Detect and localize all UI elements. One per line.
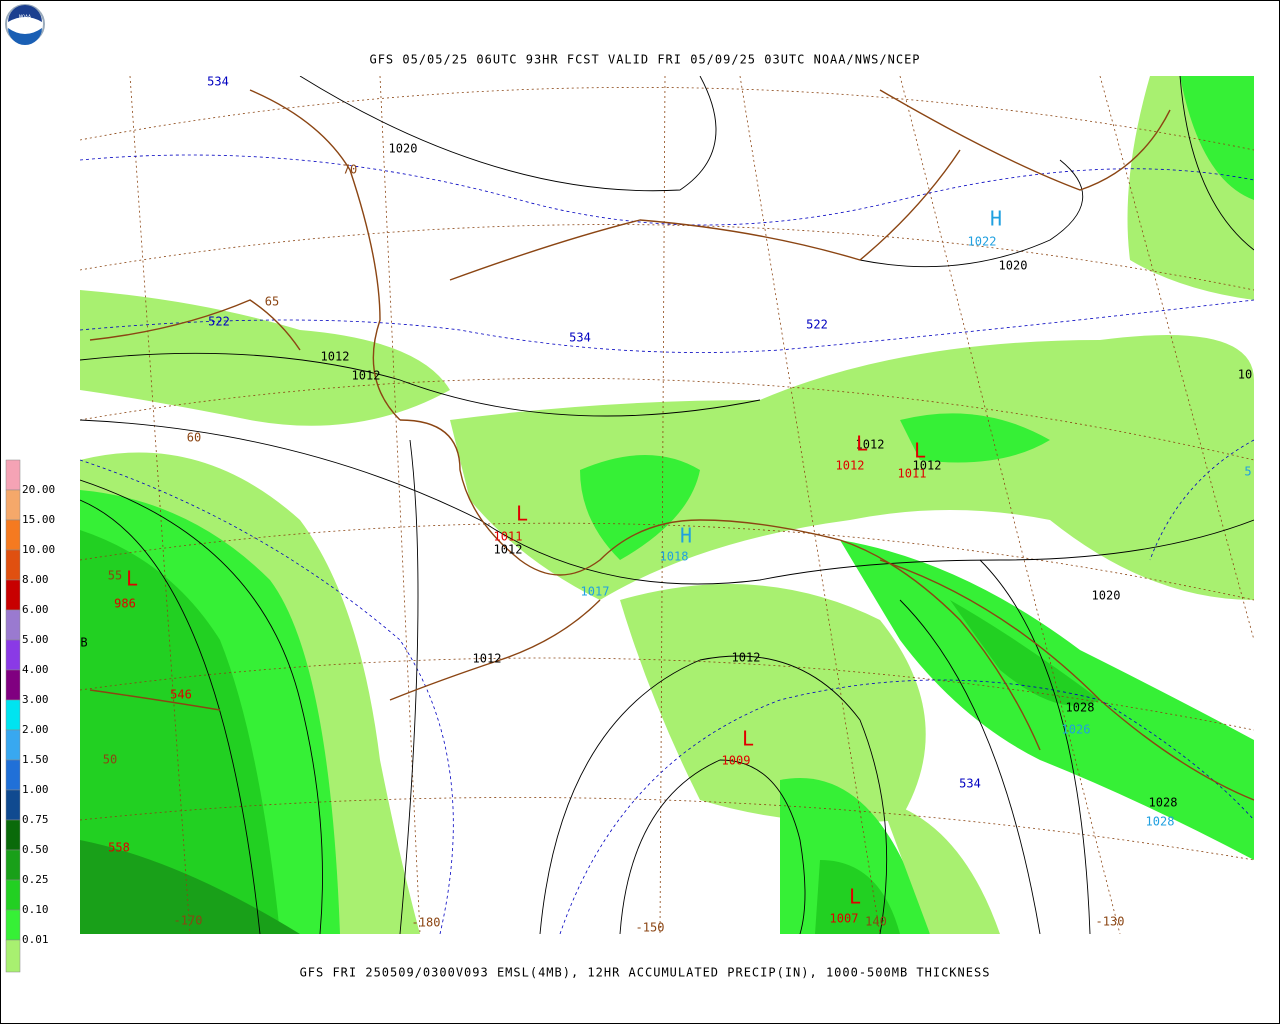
- contour-label: 1020: [999, 259, 1028, 273]
- legend-label: 0.10: [22, 903, 49, 916]
- contour-label: 1026: [1062, 723, 1091, 737]
- legend-label: 3.00: [22, 693, 49, 706]
- map-caption: GFS FRI 250509/0300V093 EMSL(4MB), 12HR …: [300, 966, 991, 980]
- legend-swatch: [5, 849, 21, 881]
- legend-label: 0.75: [22, 813, 49, 826]
- legend-swatch: [5, 669, 21, 701]
- contour-label: B: [80, 636, 87, 650]
- legend-label: 0.25: [22, 873, 49, 886]
- contour-label: 1009: [722, 754, 751, 768]
- pressure-center: L: [742, 727, 754, 751]
- contour-label: 546: [170, 688, 192, 702]
- contour-label: 1022: [968, 235, 997, 249]
- contour-label: 60: [187, 431, 201, 445]
- legend-label: 4.00: [22, 663, 49, 676]
- legend-swatch: [5, 939, 21, 973]
- legend-swatch: [5, 729, 21, 761]
- contour-label: 65: [265, 295, 279, 309]
- contour-label: 1012: [352, 369, 381, 383]
- pressure-center: L: [849, 885, 861, 909]
- legend-label: 5.00: [22, 633, 49, 646]
- legend-label: 1.00: [22, 783, 49, 796]
- contour-label: 522: [806, 318, 828, 332]
- contour-label: -150: [636, 921, 665, 935]
- legend-label: 8.00: [22, 573, 49, 586]
- legend-swatch: [5, 699, 21, 731]
- legend-label: 1.50: [22, 753, 49, 766]
- contour-label: 1028: [1066, 701, 1095, 715]
- pressure-center: L: [856, 432, 868, 456]
- contour-label: 522: [208, 315, 230, 329]
- contour-label: 70: [343, 163, 357, 177]
- contour-label: 140: [865, 915, 887, 929]
- contour-label: 1028: [1146, 815, 1175, 829]
- legend-swatch: [5, 549, 21, 581]
- legend-swatch: [5, 579, 21, 611]
- legend-label: 0.50: [22, 843, 49, 856]
- contour-label: -180: [412, 916, 441, 930]
- contour-label: 1011: [898, 467, 927, 481]
- legend-swatch: [5, 609, 21, 641]
- contour-label: 986: [114, 597, 136, 611]
- legend-swatch: [5, 909, 21, 941]
- contour-label: 10: [1238, 368, 1252, 382]
- contour-label: 1028: [1149, 796, 1178, 810]
- contour-label: 50: [103, 753, 117, 767]
- map-title: GFS 05/05/25 06UTC 93HR FCST VALID FRI 0…: [369, 53, 920, 67]
- logo-text: NOAA: [19, 15, 31, 21]
- legend-label: 15.00: [22, 513, 55, 526]
- noaa-logo: NOAA: [5, 4, 45, 45]
- pressure-center: H: [990, 207, 1002, 231]
- contour-label: 1012: [732, 651, 761, 665]
- legend-swatch: [5, 459, 21, 491]
- legend-swatch: [5, 879, 21, 911]
- lat-lon-lines: [80, 76, 1254, 934]
- legend-swatch: [5, 639, 21, 671]
- legend-label: 10.00: [22, 543, 55, 556]
- legend-swatch: [5, 519, 21, 551]
- contour-label: 558: [108, 841, 130, 855]
- thickness-contours: [80, 154, 1254, 934]
- precip-areas: [80, 76, 1254, 934]
- contour-label: -170: [174, 914, 203, 928]
- legend-label: 2.00: [22, 723, 49, 736]
- pressure-center: H: [680, 524, 692, 548]
- contour-label: 1020: [389, 142, 418, 156]
- contour-label: 534: [959, 777, 981, 791]
- legend-label: 20.00: [22, 483, 55, 496]
- contour-label: 55: [108, 569, 122, 583]
- contour-label: 1018: [660, 550, 689, 564]
- contour-label: 1012: [913, 459, 942, 473]
- contour-label: 534: [569, 331, 591, 345]
- contour-label: 1012: [321, 350, 350, 364]
- legend-label: 6.00: [22, 603, 49, 616]
- legend-swatch: [5, 789, 21, 821]
- legend: 20.00 15.00 10.00 8.00 6.00 5.00 4.00 3.00 2.00 1…: [5, 459, 55, 973]
- pressure-center: L: [126, 567, 138, 591]
- legend-swatch: [5, 819, 21, 851]
- legend-swatch: [5, 489, 21, 521]
- pressure-center: L: [914, 439, 926, 463]
- legend-label: 0.01: [22, 933, 49, 946]
- contour-label: 1012: [856, 438, 885, 452]
- contour-label: 1007: [830, 912, 859, 926]
- contour-label: 1011: [494, 530, 523, 544]
- contour-label: 1017: [581, 585, 610, 599]
- contour-label: 5: [1244, 465, 1251, 479]
- contour-label: -130: [1096, 915, 1125, 929]
- contour-label: 1020: [1092, 589, 1121, 603]
- legend-swatch: [5, 759, 21, 791]
- contour-label: 1012: [836, 459, 865, 473]
- pressure-center: L: [516, 502, 528, 526]
- contour-label: 1012: [473, 652, 502, 666]
- coastlines: [89, 89, 1254, 801]
- contour-label: 534: [207, 75, 229, 89]
- contour-label: 1012: [494, 543, 523, 557]
